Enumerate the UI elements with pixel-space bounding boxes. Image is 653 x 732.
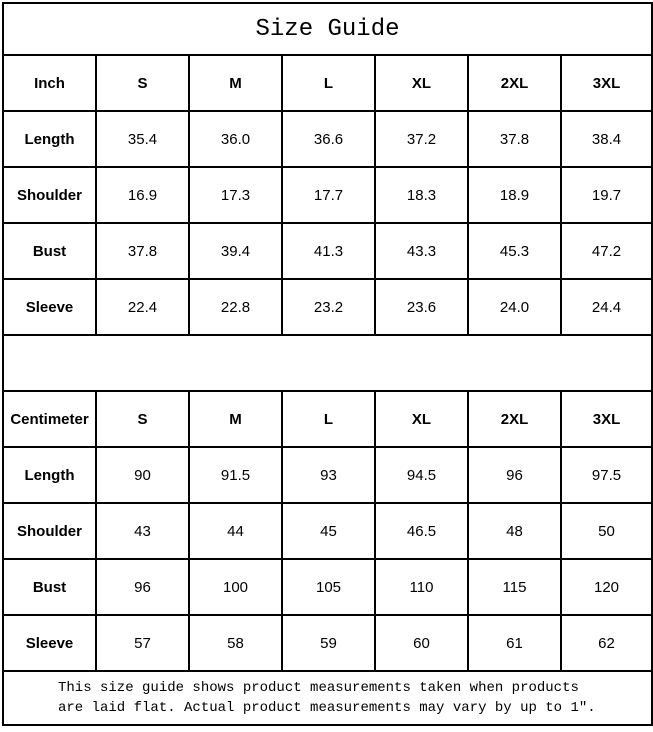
value-cell: 36.0	[188, 110, 283, 168]
col-header-3xl: 3XL	[559, 390, 653, 448]
value-cell: 46.5	[374, 502, 469, 560]
title-row: Size Guide	[1, 2, 653, 56]
value-cell: 24.4	[559, 278, 653, 336]
table-row-cm-bust: Bust 96 100 105 110 115 120	[2, 558, 653, 616]
inch-unit-header: Inch	[2, 54, 97, 112]
value-cell: 44	[188, 502, 283, 560]
col-header-l: L	[281, 54, 376, 112]
row-label: Shoulder	[2, 166, 97, 224]
value-cell: 37.8	[467, 110, 562, 168]
value-cell: 16.9	[95, 166, 190, 224]
footer-note-line-2: are laid flat. Actual product measuremen…	[58, 700, 596, 716]
value-cell: 36.6	[281, 110, 376, 168]
col-header-2xl: 2XL	[467, 390, 562, 448]
value-cell: 57	[95, 614, 190, 672]
value-cell: 37.2	[374, 110, 469, 168]
footer-note-line-1: This size guide shows product measuremen…	[58, 680, 579, 696]
value-cell: 18.3	[374, 166, 469, 224]
table-row-cm-sleeve: Sleeve 57 58 59 60 61 62	[2, 614, 653, 672]
row-label: Shoulder	[2, 502, 97, 560]
value-cell: 110	[374, 558, 469, 616]
value-cell: 43.3	[374, 222, 469, 280]
value-cell: 100	[188, 558, 283, 616]
value-cell: 17.3	[188, 166, 283, 224]
inch-header-row: Inch S M L XL 2XL 3XL	[2, 54, 653, 112]
cm-header-row: Centimeter S M L XL 2XL 3XL	[2, 390, 653, 448]
col-header-m: M	[188, 54, 283, 112]
footer-row: This size guide shows product measuremen…	[1, 670, 653, 726]
col-header-xl: XL	[374, 390, 469, 448]
value-cell: 38.4	[559, 110, 653, 168]
col-header-2xl: 2XL	[467, 54, 562, 112]
value-cell: 45	[281, 502, 376, 560]
value-cell: 94.5	[374, 446, 469, 504]
value-cell: 24.0	[467, 278, 562, 336]
page-title: Size Guide	[1, 2, 653, 56]
value-cell: 48	[467, 502, 562, 560]
table-row-inch-length: Length 35.4 36.0 36.6 37.2 37.8 38.4	[2, 110, 653, 168]
value-cell: 60	[374, 614, 469, 672]
value-cell: 62	[559, 614, 653, 672]
value-cell: 50	[559, 502, 653, 560]
value-cell: 120	[559, 558, 653, 616]
col-header-3xl: 3XL	[559, 54, 653, 112]
value-cell: 41.3	[281, 222, 376, 280]
value-cell: 17.7	[281, 166, 376, 224]
value-cell: 23.6	[374, 278, 469, 336]
value-cell: 37.8	[95, 222, 190, 280]
value-cell: 91.5	[188, 446, 283, 504]
col-header-s: S	[95, 54, 190, 112]
value-cell: 19.7	[559, 166, 653, 224]
table-row-cm-length: Length 90 91.5 93 94.5 96 97.5	[2, 446, 653, 504]
col-header-xl: XL	[374, 54, 469, 112]
value-cell: 97.5	[559, 446, 653, 504]
row-label: Bust	[2, 558, 97, 616]
col-header-l: L	[281, 390, 376, 448]
table-row-inch-sleeve: Sleeve 22.4 22.8 23.2 23.6 24.0 24.4	[2, 278, 653, 336]
value-cell: 39.4	[188, 222, 283, 280]
value-cell: 96	[95, 558, 190, 616]
table-row-inch-shoulder: Shoulder 16.9 17.3 17.7 18.3 18.9 19.7	[2, 166, 653, 224]
value-cell: 43	[95, 502, 190, 560]
value-cell: 18.9	[467, 166, 562, 224]
value-cell: 22.4	[95, 278, 190, 336]
value-cell: 45.3	[467, 222, 562, 280]
row-label: Bust	[2, 222, 97, 280]
value-cell: 22.8	[188, 278, 283, 336]
row-label: Sleeve	[2, 614, 97, 672]
value-cell: 96	[467, 446, 562, 504]
col-header-s: S	[95, 390, 190, 448]
value-cell: 47.2	[559, 222, 653, 280]
row-label: Length	[2, 110, 97, 168]
value-cell: 105	[281, 558, 376, 616]
spacer-row	[1, 334, 653, 392]
value-cell: 90	[95, 446, 190, 504]
footer-note: This size guide shows product measuremen…	[1, 670, 653, 726]
value-cell: 35.4	[95, 110, 190, 168]
col-header-m: M	[188, 390, 283, 448]
cm-unit-header: Centimeter	[2, 390, 97, 448]
row-label: Length	[2, 446, 97, 504]
table-row-cm-shoulder: Shoulder 43 44 45 46.5 48 50	[2, 502, 653, 560]
value-cell: 93	[281, 446, 376, 504]
value-cell: 58	[188, 614, 283, 672]
row-label: Sleeve	[2, 278, 97, 336]
value-cell: 59	[281, 614, 376, 672]
value-cell: 23.2	[281, 278, 376, 336]
spacer-cell	[1, 334, 653, 392]
value-cell: 61	[467, 614, 562, 672]
value-cell: 115	[467, 558, 562, 616]
table-row-inch-bust: Bust 37.8 39.4 41.3 43.3 45.3 47.2	[2, 222, 653, 280]
